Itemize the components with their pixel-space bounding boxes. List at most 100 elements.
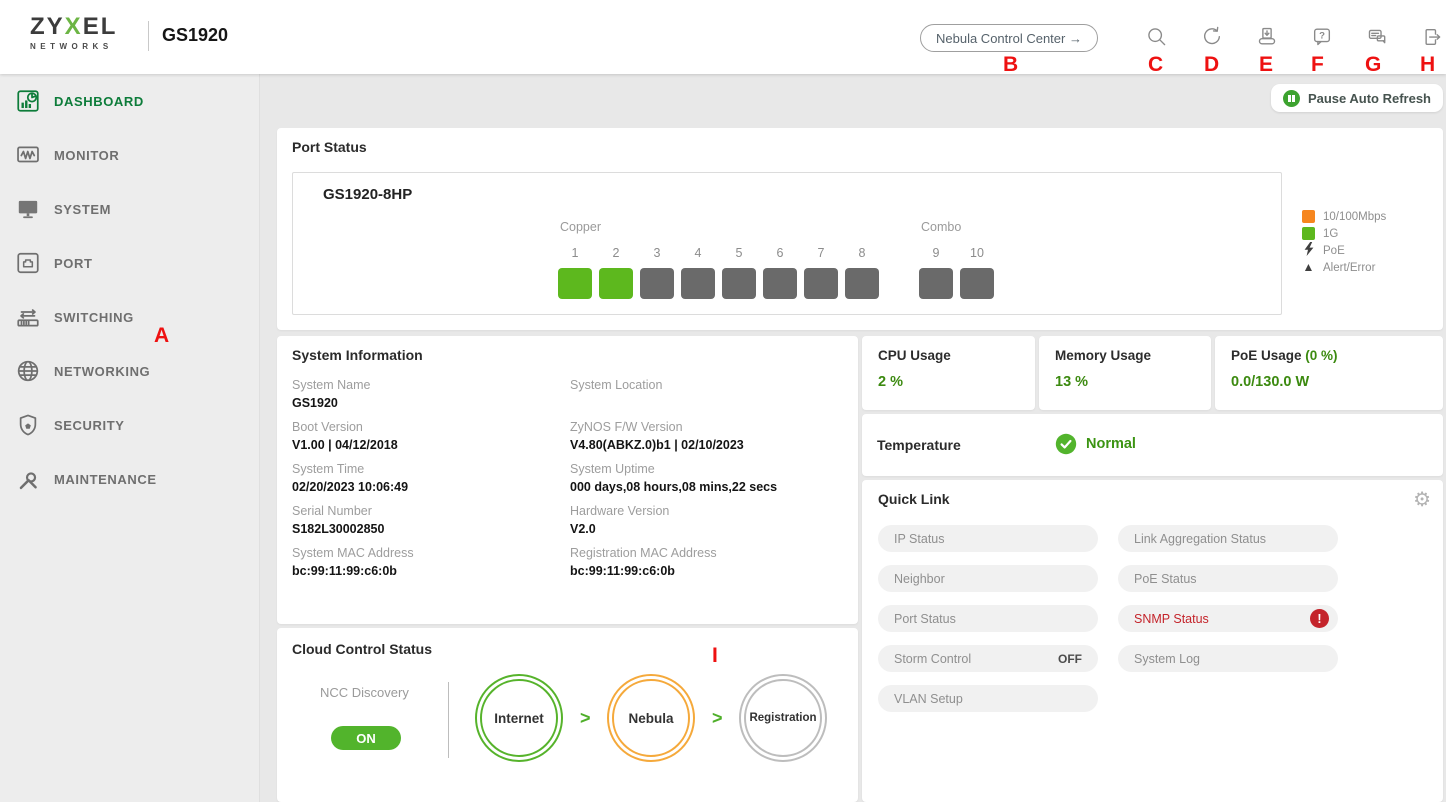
field-value: bc:99:11:99:c6:0b [570,564,675,578]
cloud-step-registration: Registration [739,674,827,762]
port-5[interactable]: 5 [722,246,756,299]
shield-icon [14,412,41,439]
port-number: 8 [858,246,866,260]
cloud-step-internet: Internet [475,674,563,762]
sidebar-item-monitor[interactable]: MONITOR [0,128,259,182]
quick-link-neighbor[interactable]: Neighbor [878,565,1098,592]
quick-link-label: System Log [1134,651,1201,666]
annotation-letter-a: A [154,324,170,347]
port-state-box [960,268,994,299]
ncc-discovery-label: NCC Discovery [320,685,409,700]
system-info-column-right: System Location ZyNOS F/W Version V4.80(AB… [570,378,848,588]
cpu-usage-title: CPU Usage [878,348,951,363]
field-label: ZyNOS F/W Version [570,420,683,434]
quick-link-vlan-setup[interactable]: VLAN Setup [878,685,1098,712]
field-label: Boot Version [292,420,363,434]
help-icon[interactable]: ? [1311,26,1333,48]
port-state-box [681,268,715,299]
port-number: 4 [694,246,702,260]
field-value: bc:99:11:99:c6:0b [292,564,397,578]
alert-triangle-icon: ▲ [1302,260,1315,274]
nebula-control-center-button[interactable]: Nebula Control Center → [920,24,1098,52]
port-1[interactable]: 1 [558,246,592,299]
field-value [570,396,848,411]
quick-link-link-aggregation-status[interactable]: Link Aggregation Status [1118,525,1338,552]
field-label: System Uptime [570,462,655,476]
port-9[interactable]: 9 [919,246,953,299]
system-information-fields: System Name GS1920 Boot Version V1.00 | 04/… [292,378,848,588]
ncc-discovery-toggle[interactable]: ON [331,726,401,750]
chevron-right-icon: > [580,708,591,728]
port-number: 2 [612,246,620,260]
port-state-box [845,268,879,299]
legend-item: 10/100Mbps [1302,208,1386,225]
port-number: 9 [932,246,940,260]
quick-link-label: Port Status [894,611,956,626]
legend-label: 1G [1323,227,1339,240]
port-7[interactable]: 7 [804,246,838,299]
system-monitor-icon [14,196,41,223]
port-2[interactable]: 2 [599,246,633,299]
header-bar: ZYXEL NETWORKS GS1920 Nebula Control Cen… [0,0,1446,74]
sidebar-item-maintenance[interactable]: MAINTENANCE [0,452,259,506]
quick-link-ip-status[interactable]: IP Status [878,525,1098,552]
memory-usage-card: Memory Usage 13 % [1039,336,1211,410]
system-information-title: System Information [292,347,423,363]
memory-usage-value: 13 % [1055,374,1089,390]
port-8[interactable]: 8 [845,246,879,299]
quick-link-snmp-status[interactable]: SNMP Status! [1118,605,1338,632]
pause-auto-refresh-button[interactable]: Pause Auto Refresh [1270,84,1443,112]
quick-link-system-log[interactable]: System Log [1118,645,1338,672]
port-number: 7 [817,246,825,260]
sidebar-item-security[interactable]: SECURITY [0,398,259,452]
quick-link-label: Link Aggregation Status [1134,531,1267,546]
globe-icon [14,358,41,385]
system-info-column-left: System Name GS1920 Boot Version V1.00 | 04/… [292,378,570,588]
copper-port-cells: 1 2 3 4 5 6 7 8 [558,246,879,299]
device-model-title: GS1920 [162,25,229,45]
sidebar-item-port[interactable]: PORT [0,236,259,290]
poe-usage-card: PoE Usage (0 %) 0.0/130.0 W [1215,336,1443,410]
cpu-usage-card: CPU Usage 2 % [862,336,1035,410]
port-state-box [763,268,797,299]
quick-link-label: Storm Control [894,651,972,666]
annotation-letter-i: I [712,644,718,667]
port-10[interactable]: 10 [960,246,994,299]
quick-link-port-status[interactable]: Port Status [878,605,1098,632]
annotation-letter-h: H [1420,53,1436,76]
field-value: V1.00 | 04/12/2018 [292,438,398,452]
field-label: System Name [292,378,371,392]
sidebar-item-networking[interactable]: NETWORKING [0,344,259,398]
quick-link-label: SNMP Status [1134,611,1209,626]
monitor-waveform-icon [14,142,41,169]
quick-link-storm-control[interactable]: Storm Control OFF [878,645,1098,672]
search-icon[interactable] [1146,26,1168,48]
feedback-chat-icon[interactable] [1366,26,1388,48]
sidebar-item-system[interactable]: SYSTEM [0,182,259,236]
dashboard-icon [14,88,41,115]
refresh-icon[interactable] [1201,26,1223,48]
annotation-letter-f: F [1311,53,1324,76]
port-4[interactable]: 4 [681,246,715,299]
legend-item: 1G [1302,225,1386,242]
device-name: GS1920-8HP [323,186,413,203]
port-state-box [722,268,756,299]
maintenance-tools-icon [14,466,41,493]
port-6[interactable]: 6 [763,246,797,299]
logout-icon[interactable] [1421,26,1443,48]
poe-usage-percent: (0 %) [1305,348,1338,363]
sidebar-item-switching[interactable]: SWITCHING [0,290,259,344]
quick-link-poe-status[interactable]: PoE Status [1118,565,1338,592]
system-info-field: Registration MAC Address bc:99:11:99:c6:0… [570,546,848,579]
port-state-box [804,268,838,299]
temperature-status-label: Normal [1086,436,1136,452]
sidebar-item-dashboard[interactable]: DASHBOARD [0,74,259,128]
cloud-divider [448,682,449,758]
system-info-field: Hardware Version V2.0 [570,504,848,537]
brand-name: ZYXEL [30,13,118,40]
gear-icon[interactable]: ⚙ [1413,489,1431,511]
port-3[interactable]: 3 [640,246,674,299]
brand-x-glyph: X [64,13,83,40]
save-config-icon[interactable] [1256,26,1278,48]
